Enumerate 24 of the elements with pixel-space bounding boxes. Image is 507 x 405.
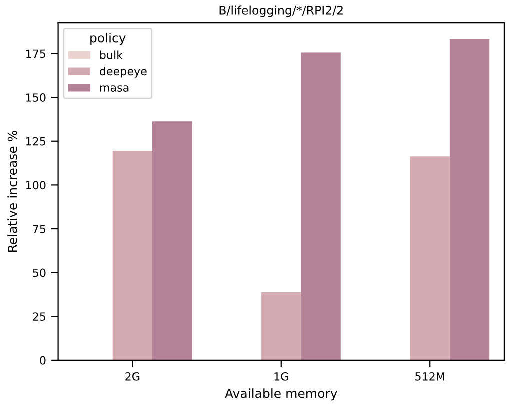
bar [112, 151, 152, 360]
x-tick-label: 1G [274, 372, 288, 381]
y-tick-label: 125 [26, 137, 46, 146]
x-axis-title: Available memory [225, 388, 338, 401]
legend-title: policy [90, 33, 126, 46]
legend-label: deepeye [100, 67, 147, 78]
y-tick-label: 175 [26, 50, 46, 58]
y-tick-label: 75 [33, 225, 46, 234]
y-tick-label: 0 [40, 356, 46, 365]
y-tick-label: 50 [33, 268, 46, 278]
y-axis-title: Relative increase % [8, 131, 18, 252]
y-tick-label: 150 [26, 94, 46, 102]
y-tick-label: 25 [33, 312, 46, 322]
y-tick-label: 100 [26, 181, 46, 190]
bar [152, 122, 192, 360]
x-tick-label: 512M [416, 372, 444, 381]
bar [410, 156, 450, 360]
bar [262, 292, 302, 360]
legend-label: masa [100, 86, 129, 92]
x-tick-label: 2G [126, 372, 140, 381]
bar [450, 39, 490, 360]
legend-label: bulk [100, 50, 123, 60]
bar [301, 52, 341, 360]
chart-title: B/lifelogging/*/RPI2/2 [220, 6, 343, 18]
